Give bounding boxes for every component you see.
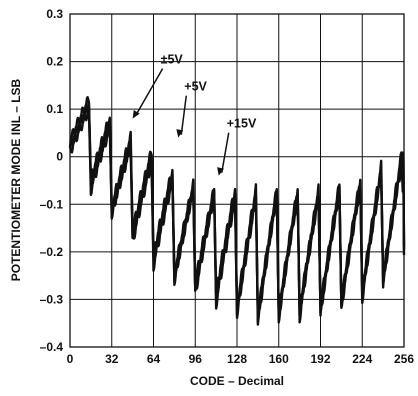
annotation-arrowhead [132, 109, 140, 119]
series-curves [68, 95, 406, 326]
y-tick-label: 0.1 [46, 102, 63, 116]
y-tick-label: 0.3 [46, 7, 63, 21]
x-tick-label: 32 [105, 352, 119, 366]
x-tick-label: 96 [189, 352, 203, 366]
annotation-label: +5V [184, 80, 207, 94]
y-tick-label: –0.3 [40, 292, 64, 306]
annotation-label: ±5V [161, 53, 184, 67]
y-axis-title: POTENTIOMETER MODE INL – LSB [9, 78, 23, 281]
y-tick-label: –0.2 [40, 245, 64, 259]
annotation-arrow [220, 132, 230, 173]
annotation-arrowhead [217, 167, 224, 176]
plot-frame [69, 13, 405, 348]
x-tick-label: 0 [67, 352, 74, 366]
x-tick-label: 256 [394, 352, 414, 366]
x-tick-label: 64 [147, 352, 161, 366]
x-tick-label: 192 [310, 352, 330, 366]
y-tick-labels: 0.3 0.2 0.1 0 –0.1 –0.2 –0.3 –0.4 [40, 7, 64, 354]
x-tick-label: 128 [227, 352, 247, 366]
y-tick-label: –0.4 [40, 340, 64, 354]
x-tick-labels: 0 32 64 96 128 160 192 224 256 [67, 352, 415, 366]
series-line [68, 95, 406, 324]
annotation-arrow [180, 95, 188, 135]
annotation-arrow [134, 68, 164, 117]
x-tick-label: 160 [269, 352, 289, 366]
y-tick-label: 0 [56, 150, 63, 164]
annotations: ±5V+5V +15V [132, 53, 257, 176]
y-tick-label: –0.1 [40, 197, 64, 211]
x-axis-title: CODE – Decimal [190, 374, 284, 388]
annotation-arrowhead [176, 129, 184, 138]
annotation-label: +15V [227, 117, 257, 131]
x-tick-label: 224 [352, 352, 372, 366]
y-tick-label: 0.2 [46, 55, 63, 69]
